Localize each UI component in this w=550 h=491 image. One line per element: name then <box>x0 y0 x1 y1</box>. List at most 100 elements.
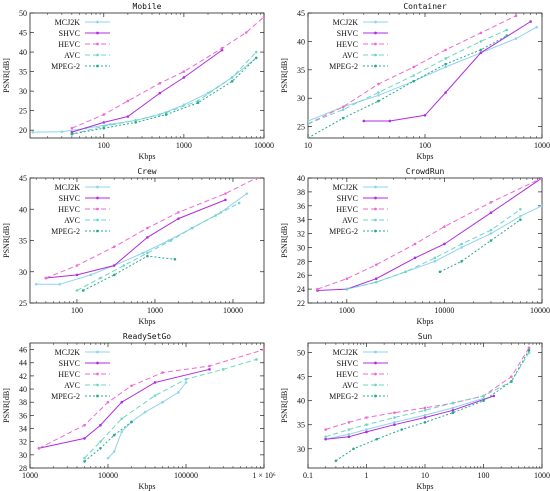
legend-label-avc: AVC <box>342 216 358 225</box>
data-point-mpeg-2 <box>308 136 310 138</box>
data-point-mpeg-2 <box>102 126 106 130</box>
series-line-shvc <box>38 368 210 449</box>
data-point-hevc <box>106 400 110 404</box>
data-point-avc <box>444 57 447 60</box>
data-point-mcj2k <box>112 450 116 453</box>
data-point-avc <box>341 108 345 111</box>
plot-frame <box>29 12 265 139</box>
data-point-shvc <box>423 416 427 419</box>
data-point-shvc <box>451 409 455 412</box>
data-point-avc <box>527 351 531 354</box>
y-tick-label: 44 <box>19 359 27 368</box>
data-point-hevc <box>514 14 518 18</box>
data-point-hevc <box>345 277 349 280</box>
data-point-hevc <box>423 406 427 410</box>
x-tick-label: 1000 <box>147 306 163 315</box>
data-point-mcj2k <box>60 130 64 134</box>
x-tick-label: 0.1 <box>303 471 313 480</box>
data-point-hevc <box>130 384 133 388</box>
x-tick-label: 10 <box>421 471 429 480</box>
data-point-hevc <box>324 428 327 431</box>
data-point-mcj2k <box>143 410 147 414</box>
series-line-mpeg-2 <box>335 349 530 462</box>
legend-label-shvc: SHVC <box>59 359 80 368</box>
data-point-mpeg-2 <box>423 421 427 424</box>
y-tick-label: 34 <box>297 216 305 225</box>
legend: MCJ2K SHVC HEVC AVC MPEG-2 <box>51 18 110 71</box>
data-point-hevc <box>443 225 446 228</box>
legend-label-hevc: HEVC <box>58 205 80 214</box>
y-tick-label: 24 <box>297 285 305 294</box>
data-point-hevc <box>365 416 368 419</box>
data-point-hevc <box>444 48 447 52</box>
legend-label-shvc: SHVC <box>59 29 80 38</box>
data-point-hevc <box>83 423 86 427</box>
chart-mobile: Mobile 100 1000 10000 20 25 30 35 40 45 50 Kbps PSNR… <box>2 2 274 161</box>
series-line-shvc <box>71 49 223 133</box>
data-point-avc <box>99 440 102 443</box>
legend-marker-hevc <box>96 42 99 46</box>
legend-label-hevc: HEVC <box>336 205 358 214</box>
data-point-mpeg-2 <box>334 459 338 463</box>
data-point-shvc <box>529 20 532 23</box>
legend-label-mpeg-2: MPEG-2 <box>329 392 358 401</box>
data-point-mpeg-2 <box>352 447 355 451</box>
legend-marker-mcj2k <box>96 185 99 189</box>
legend-marker-shvc <box>96 31 99 35</box>
data-point-mpeg-2 <box>254 56 258 60</box>
data-point-hevc <box>70 126 74 130</box>
y-tick-label: 45 <box>19 174 27 183</box>
data-point-shvc <box>423 113 427 117</box>
y-axis-label: PSNR[dB] <box>280 223 289 258</box>
data-point-mcj2k <box>393 421 396 424</box>
x-tick-label: 100 <box>98 141 110 150</box>
data-point-shvc <box>177 217 180 220</box>
y-tick-label: 50 <box>19 9 27 18</box>
data-point-mpeg-2 <box>230 80 234 83</box>
legend-label-hevc: HEVC <box>58 370 80 379</box>
series-group <box>34 178 258 292</box>
data-point-mcj2k <box>206 91 210 95</box>
y-axis-label: PSNR[dB] <box>2 388 11 423</box>
legend-marker-mpeg-2 <box>96 64 99 68</box>
legend-marker-hevc <box>374 42 377 46</box>
data-point-shvc <box>324 437 327 441</box>
series-line-mcj2k <box>107 382 187 459</box>
data-point-shvc <box>99 423 102 427</box>
data-point-avc <box>308 122 310 126</box>
x-tick-label: 10 <box>304 141 312 150</box>
legend-label-mpeg-2: MPEG-2 <box>51 227 80 236</box>
data-point-shvc <box>388 119 392 123</box>
x-tick-label: 100 <box>419 141 431 150</box>
legend: MCJ2K SHVC HEVC AVC MPEG-2 <box>51 183 110 236</box>
data-point-mcj2k <box>89 273 92 277</box>
legend-label-mcj2k: MCJ2K <box>333 348 359 357</box>
data-point-shvc <box>374 277 378 280</box>
y-tick-label: 35 <box>19 68 27 77</box>
chart-title: CrowdRun <box>406 167 445 176</box>
data-point-shvc <box>393 423 396 427</box>
x-tick-label: 10000 <box>98 471 118 480</box>
data-point-mcj2k <box>460 246 463 249</box>
y-tick-label: 45 <box>19 29 27 38</box>
data-point-avc <box>324 435 327 439</box>
data-point-shvc <box>83 437 86 440</box>
y-tick-label: 45 <box>297 373 305 382</box>
data-point-mpeg-2 <box>164 113 168 116</box>
data-point-mpeg-2 <box>173 257 177 261</box>
chart-title: Container <box>403 2 447 11</box>
legend-marker-hevc <box>374 372 377 376</box>
series-line-mpeg-2 <box>71 57 257 135</box>
legend-marker-mpeg-2 <box>96 229 99 233</box>
series-line-shvc <box>325 395 494 440</box>
data-point-mcj2k <box>161 400 164 404</box>
data-point-hevc <box>510 375 513 378</box>
y-tick-label: 34 <box>19 425 27 434</box>
chart-title: Crew <box>137 167 156 176</box>
data-point-mcj2k <box>31 130 35 134</box>
legend-label-mcj2k: MCJ2K <box>55 348 81 357</box>
legend-label-mcj2k: MCJ2K <box>333 18 359 27</box>
data-point-hevc <box>102 113 106 116</box>
series-line-shvc <box>363 21 531 122</box>
x-axis-label: Kbps <box>139 152 156 161</box>
